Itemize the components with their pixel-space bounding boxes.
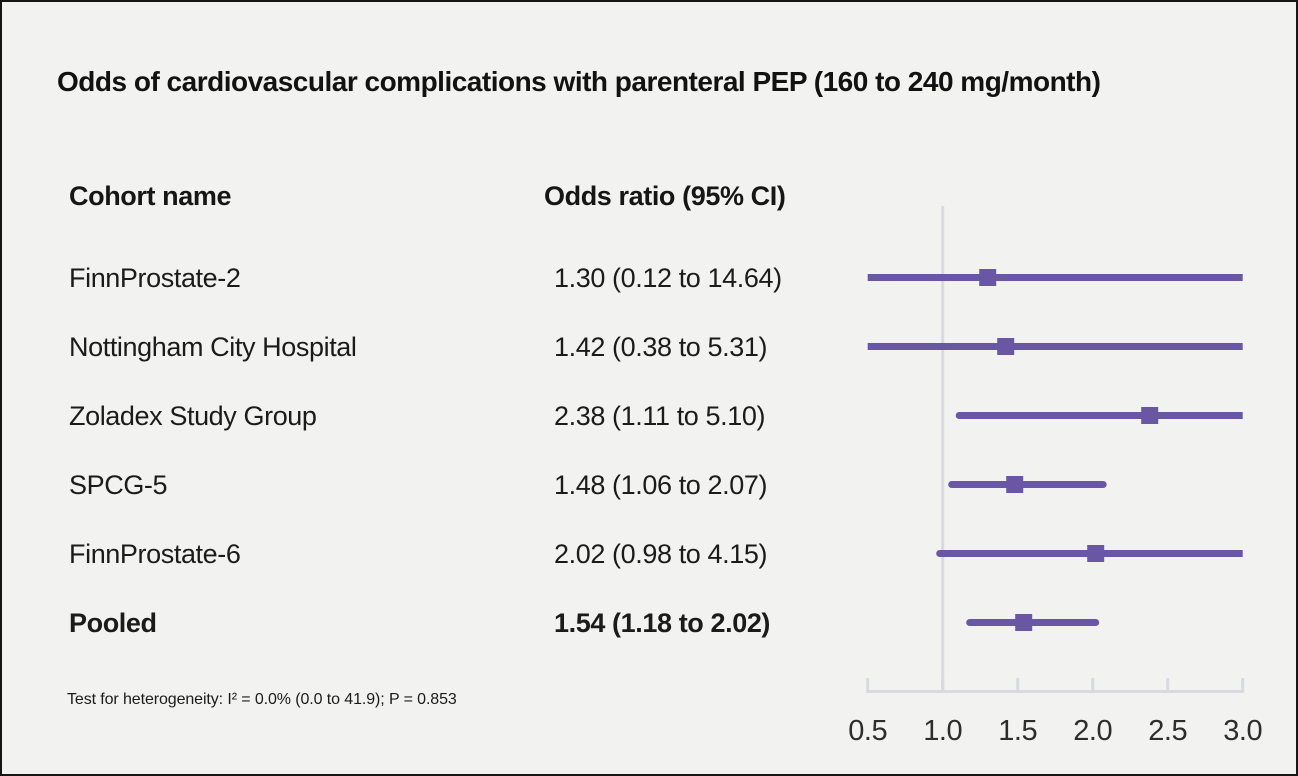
odds-ratio-value: 1.30 (0.12 to 14.64) — [554, 262, 782, 293]
chart-title: Odds of cardiovascular complications wit… — [57, 66, 1101, 97]
odds-ratio-value: 1.42 (0.38 to 5.31) — [554, 331, 768, 362]
x-axis-tick-label: 1.5 — [998, 715, 1037, 747]
x-axis-tick-label: 3.0 — [1223, 715, 1262, 747]
table-row: Pooled 1.54 (1.18 to 2.02) — [2, 606, 852, 640]
cohort-name: SPCG-5 — [69, 469, 168, 500]
cohort-name: FinnProstate-6 — [69, 538, 241, 569]
cohort-name: FinnProstate-2 — [69, 262, 241, 293]
ci-cap-right — [1092, 619, 1100, 626]
odds-ratio-value: 2.02 (0.98 to 4.15) — [554, 538, 768, 569]
odds-ratio-value: 1.48 (1.06 to 2.07) — [554, 469, 768, 500]
or-marker — [1141, 407, 1159, 424]
or-marker — [1015, 614, 1033, 631]
or-marker — [979, 269, 997, 286]
ci-cap-right — [1099, 481, 1107, 488]
column-header-odds-ratio: Odds ratio (95% CI) — [544, 181, 786, 211]
or-marker — [1087, 545, 1105, 562]
x-axis-tick-label: 1.0 — [923, 715, 962, 747]
heterogeneity-note: Test for heterogeneity: I² = 0.0% (0.0 t… — [67, 691, 457, 708]
cohort-name: Pooled — [69, 607, 157, 638]
cohort-name: Nottingham City Hospital — [69, 331, 357, 362]
table-row: Nottingham City Hospital 1.42 (0.38 to 5.… — [2, 330, 852, 364]
x-axis-tick-label: 0.5 — [848, 715, 887, 747]
table-row: FinnProstate-2 1.30 (0.12 to 14.64) — [2, 261, 852, 295]
cohort-name: Zoladex Study Group — [69, 400, 317, 431]
or-marker — [997, 338, 1015, 355]
ci-cap-left — [955, 412, 963, 419]
x-axis-tick-label: 2.0 — [1073, 715, 1112, 747]
x-axis-tick-label: 2.5 — [1148, 715, 1187, 747]
table-row: FinnProstate-6 2.02 (0.98 to 4.15) — [2, 537, 852, 571]
ci-cap-left — [948, 481, 956, 488]
table-row: Zoladex Study Group 2.38 (1.11 to 5.10) — [2, 399, 852, 433]
odds-ratio-value: 1.54 (1.18 to 2.02) — [554, 607, 771, 638]
or-marker — [1006, 476, 1024, 493]
ci-cap-left — [936, 550, 944, 557]
column-header-cohort: Cohort name — [69, 181, 232, 211]
ci-cap-left — [966, 619, 974, 626]
odds-ratio-value: 2.38 (1.11 to 5.10) — [554, 400, 766, 431]
table-row: SPCG-5 1.48 (1.06 to 2.07) — [2, 468, 852, 502]
